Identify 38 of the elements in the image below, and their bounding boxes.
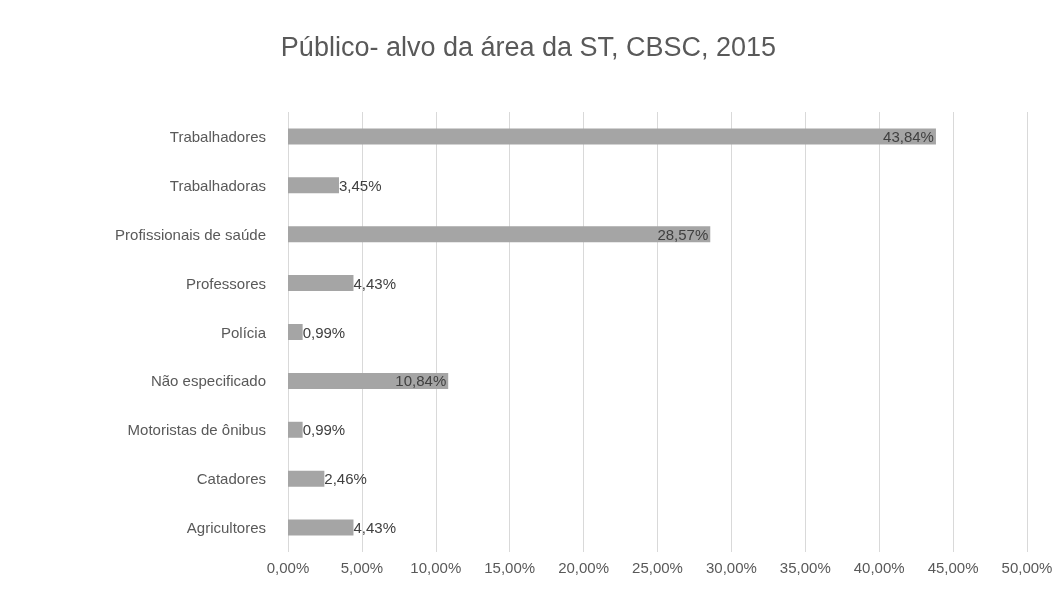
bar <box>288 275 354 292</box>
data-label: 3,45% <box>338 176 382 194</box>
chart-title: Público- alvo da área da ST, CBSC, 2015 <box>280 31 777 62</box>
data-label: 0,99% <box>302 323 346 341</box>
x-tick-label: 40,00% <box>853 559 905 576</box>
x-tick-label: 35,00% <box>779 559 831 576</box>
y-tick-label: Trabalhadoras <box>169 176 266 194</box>
x-tick-label: 0,00% <box>266 559 310 576</box>
bar <box>288 128 936 145</box>
bar <box>288 324 303 340</box>
data-label: 28,57% <box>657 225 709 243</box>
y-tick-label: Polícia <box>220 323 267 341</box>
y-tick-label: Profissionais de saúde <box>115 225 266 243</box>
y-tick-label: Catadores <box>196 470 266 488</box>
bar <box>288 421 303 438</box>
y-tick-label: Professores <box>185 274 266 292</box>
x-tick-label: 45,00% <box>927 559 979 576</box>
data-label: 4,43% <box>353 519 397 537</box>
y-tick-label: Trabalhadores <box>169 127 266 145</box>
data-label: 43,84% <box>883 127 934 145</box>
x-tick-label: 50,00% <box>1001 559 1053 576</box>
x-tick-label: 15,00% <box>484 559 536 576</box>
x-tick-label: 30,00% <box>705 559 757 576</box>
x-tick-label: 25,00% <box>632 559 683 576</box>
y-tick-label: Não especificado <box>150 372 266 390</box>
x-tick-label: 10,00% <box>410 559 462 576</box>
data-label: 0,99% <box>302 421 346 439</box>
bar <box>288 519 354 536</box>
data-label: 4,43% <box>353 274 397 292</box>
bar <box>288 226 711 243</box>
data-label: 10,84% <box>395 372 447 390</box>
y-tick-label: Motoristas de ônibus <box>127 421 266 439</box>
bar <box>288 177 339 194</box>
x-tick-label: 5,00% <box>340 559 384 576</box>
bar <box>288 470 325 487</box>
data-label: 2,46% <box>324 470 367 488</box>
x-tick-label: 20,00% <box>558 559 610 576</box>
y-tick-label: Agricultores <box>186 519 266 537</box>
